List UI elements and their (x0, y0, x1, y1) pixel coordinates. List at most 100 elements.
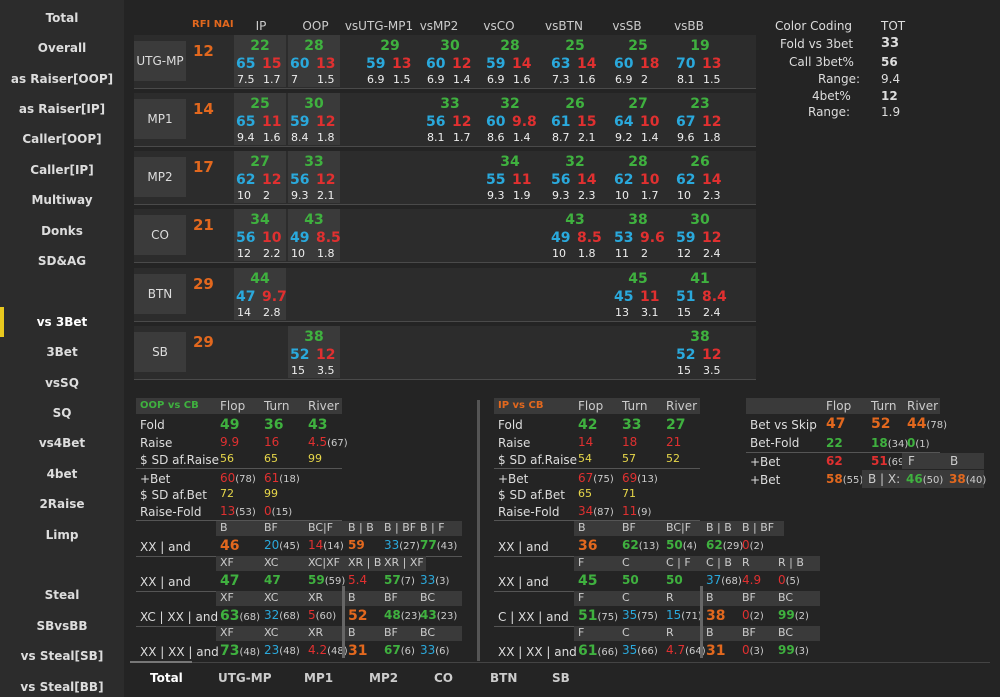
range-call: 6.9 (427, 73, 445, 86)
line-col-header: C | F (666, 556, 691, 569)
tab-co[interactable]: CO (434, 671, 454, 685)
cell-vsmp2[interactable]: 30 60 12 6.9 1.4 (424, 35, 476, 87)
fold-value: 43 (565, 212, 585, 228)
cell-vsbb[interactable]: 26 62 14 10 2.3 (674, 151, 726, 203)
sample-size: (1) (915, 439, 930, 450)
range-4bet: 1.5 (317, 73, 335, 86)
range-4bet: 1.8 (317, 131, 335, 144)
cb-value-raisefold: 34(87) (578, 504, 614, 518)
cell-vsbtn[interactable]: 32 56 14 9.3 2.3 (549, 151, 601, 203)
sidebar-item-donks[interactable]: Donks (41, 224, 83, 238)
cell-vsbb[interactable]: 38 52 12 15 3.5 (674, 326, 726, 378)
range-call: 9.3 (487, 189, 505, 202)
cell-vsco[interactable]: 32 60 9.8 8.6 1.4 (484, 93, 537, 145)
cell-vsmp2[interactable]: 33 56 12 8.1 1.7 (424, 93, 476, 145)
cell-vsbtn[interactable]: 43 49 8.5 10 1.8 (549, 209, 602, 261)
sidebar-item-multiway[interactable]: Multiway (31, 193, 93, 207)
cb-value-sdafraise: 54 (578, 452, 592, 465)
line-col-header: BF (622, 521, 636, 534)
ip-cell[interactable]: 25 65 11 9.4 1.6 (234, 93, 286, 145)
oop-cell[interactable]: 30 59 12 8.4 1.8 (288, 93, 340, 145)
tab-mp2[interactable]: MP2 (369, 671, 399, 685)
tab-utg-mp[interactable]: UTG-MP (218, 671, 272, 685)
sample-size: (68) (279, 611, 300, 622)
ip-cell[interactable]: 34 56 10 12 2.2 (234, 209, 286, 261)
sidebar-item-vs-3bet[interactable]: vs 3Bet (36, 315, 88, 329)
cell-vssb[interactable]: 25 60 18 6.9 2 (612, 35, 664, 87)
cell-vssb[interactable]: 28 62 10 10 1.7 (612, 151, 664, 203)
line-value-main: 32 (264, 608, 280, 622)
range-call: 9.2 (615, 131, 633, 144)
cb-value-main: 57 (622, 452, 636, 465)
sidebar-item-overall[interactable]: Overall (37, 41, 87, 55)
call-value: 67 (676, 114, 696, 130)
line-label: C | XX | and (498, 610, 569, 624)
sidebar-item-caller-oop-[interactable]: Caller[OOP] (22, 132, 102, 146)
ip-cell[interactable]: 27 62 12 10 2 (234, 151, 286, 203)
line-header-bg (574, 521, 784, 536)
oop-cell[interactable]: 28 60 13 7 1.5 (288, 35, 340, 87)
cell-vsbb[interactable]: 30 59 12 12 2.4 (674, 209, 726, 261)
bs-pbet-main: 51 (871, 454, 888, 468)
range-call: 12 (237, 247, 251, 260)
sidebar-item-vssq[interactable]: vsSQ (45, 376, 79, 390)
call-value: 65 (236, 56, 256, 72)
range-4bet: 1.8 (317, 247, 335, 260)
sidebar-item-3bet[interactable]: 3Bet (46, 345, 78, 359)
cell-vsbtn[interactable]: 25 63 14 7.3 1.6 (549, 35, 601, 87)
range-4bet: 3.5 (317, 364, 335, 377)
cb-value-main: 11 (622, 504, 638, 518)
tab-btn[interactable]: BTN (490, 671, 518, 685)
sidebar-item-2raise[interactable]: 2Raise (39, 497, 85, 511)
oop-cell[interactable]: 38 52 12 15 3.5 (288, 326, 340, 378)
line-col-header: XF (220, 626, 234, 639)
sample-size: (27) (399, 541, 420, 552)
sidebar-item-vs-steal-sb-[interactable]: vs Steal[SB] (20, 649, 104, 663)
bs-bx1: 46(50) (906, 472, 943, 486)
sidebar-item-limp[interactable]: Limp (45, 528, 79, 542)
line-value: 47 (220, 573, 239, 589)
cb-value-sdafbet: 65 (578, 487, 592, 500)
cell-vssb[interactable]: 45 45 11 13 3.1 (612, 268, 664, 320)
cell-vsbb[interactable]: 23 67 12 9.6 1.8 (674, 93, 726, 145)
sidebar-item-caller-ip-[interactable]: Caller[IP] (30, 163, 94, 177)
range-4bet: 2.1 (317, 189, 335, 202)
line-value: 23(48) (264, 643, 300, 657)
cell-vsbtn[interactable]: 26 61 15 8.7 2.1 (549, 93, 601, 145)
sidebar-item-vs-steal-bb-[interactable]: vs Steal[BB] (20, 680, 104, 694)
ip-cell[interactable]: 44 47 9.7 14 2.8 (234, 268, 287, 320)
tab-sb[interactable]: SB (552, 671, 570, 685)
bs-bf-main: 0 (907, 436, 916, 450)
bs-bx: B | X: (868, 472, 901, 486)
sidebar-item-vs4bet[interactable]: vs4Bet (38, 436, 86, 450)
cell-vsbb[interactable]: 41 51 8.4 15 2.4 (674, 268, 727, 320)
line-col-header: R | B (778, 556, 804, 569)
cb-col-turn: Turn (622, 399, 648, 413)
cb-value-main: 72 (220, 487, 234, 500)
cc-fold-label: Fold vs 3bet (780, 37, 854, 51)
fold-value: 38 (628, 212, 648, 228)
sidebar-item-as-raiser-ip-[interactable]: as Raiser[IP] (18, 102, 106, 116)
range-4bet: 1.4 (513, 131, 531, 144)
sidebar-item-as-raiser-oop-[interactable]: as Raiser[OOP] (10, 72, 114, 86)
cell-vsco[interactable]: 34 55 11 9.3 1.9 (484, 151, 536, 203)
tab-mp1[interactable]: MP1 (304, 671, 334, 685)
sidebar-item-total[interactable]: Total (45, 11, 79, 25)
ip-cell[interactable]: 22 65 15 7.5 1.7 (234, 35, 286, 87)
range-call: 9.4 (237, 131, 255, 144)
main-panel: RFI NAI IP OOP vsUTG-MP1 vsMP2 vsCO vsBTN vsSB v… (124, 0, 1000, 697)
cell-vsutg-mp1[interactable]: 29 59 13 6.9 1.5 (364, 35, 416, 87)
oop-cell[interactable]: 33 56 12 9.3 2.1 (288, 151, 340, 203)
cell-vssb[interactable]: 27 64 10 9.2 1.4 (612, 93, 664, 145)
cell-vssb[interactable]: 38 53 9.6 11 2 (612, 209, 665, 261)
cell-vsbb[interactable]: 19 70 13 8.1 1.5 (674, 35, 726, 87)
sidebar-item-sq[interactable]: SQ (52, 406, 72, 420)
sidebar-item-sd-ag[interactable]: SD&AG (37, 254, 87, 268)
sidebar-item-4bet[interactable]: 4bet (46, 467, 78, 481)
oop-cell[interactable]: 43 49 8.5 10 1.8 (288, 209, 341, 261)
cell-vsco[interactable]: 28 59 14 6.9 1.6 (484, 35, 536, 87)
sidebar-item-sbvsbb[interactable]: SBvsBB (36, 619, 88, 633)
sidebar-item-steal[interactable]: Steal (44, 588, 80, 602)
line-value: 62(29) (706, 538, 743, 552)
tab-total[interactable]: Total (150, 671, 183, 685)
